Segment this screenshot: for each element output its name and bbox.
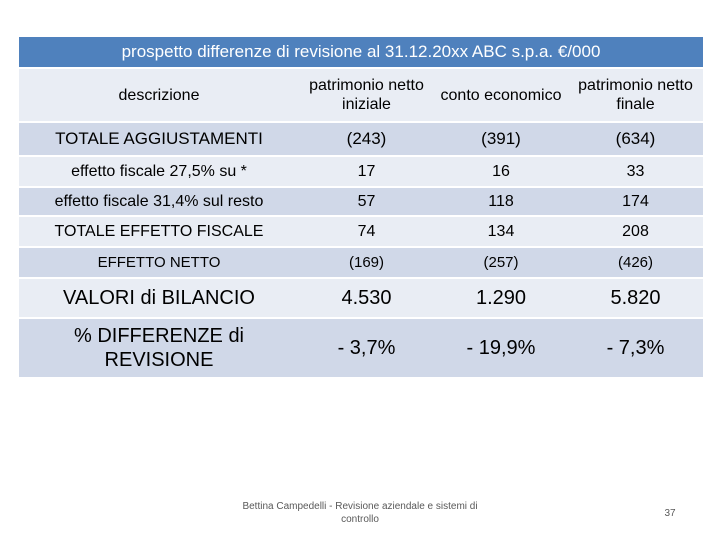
page-number: 37 — [664, 508, 676, 519]
header-col-c: patrimonio netto finale — [568, 67, 704, 122]
header-row: descrizione patrimonio netto iniziale co… — [19, 67, 704, 122]
row-label: VALORI di BILANCIO — [19, 277, 299, 318]
cell-b: - 19,9% — [434, 317, 568, 377]
cell-b: (257) — [434, 246, 568, 278]
cell-c: (426) — [568, 246, 704, 278]
row-label: effetto fiscale 31,4% sul resto — [19, 186, 299, 216]
cell-a: 4.530 — [299, 277, 434, 318]
table-row: EFFETTO NETTO (169) (257) (426) — [19, 246, 704, 278]
table-title-row: prospetto differenze di revisione al 31.… — [19, 37, 704, 68]
cell-b: 134 — [434, 215, 568, 247]
table-row: effetto fiscale 27,5% su * 17 16 33 — [19, 155, 704, 187]
cell-c: 33 — [568, 155, 704, 187]
cell-c: 174 — [568, 186, 704, 216]
cell-a: (243) — [299, 121, 434, 156]
header-col-b: conto economico — [434, 67, 568, 122]
cell-c: 5.820 — [568, 277, 704, 318]
header-col-a: patrimonio netto iniziale — [299, 67, 434, 122]
header-label: descrizione — [19, 67, 299, 122]
table-title: prospetto differenze di revisione al 31.… — [121, 42, 601, 61]
cell-b: 16 — [434, 155, 568, 187]
row-label: effetto fiscale 27,5% su * — [19, 155, 299, 187]
row-label: TOTALE AGGIUSTAMENTI — [19, 121, 299, 156]
footer-text: Bettina Campedelli - Revisione aziendale… — [242, 501, 478, 525]
table-row: TOTALE EFFETTO FISCALE 74 134 208 — [19, 215, 704, 247]
revision-table: prospetto differenze di revisione al 31.… — [19, 37, 704, 377]
cell-c: - 7,3% — [568, 317, 704, 377]
cell-a: 57 — [299, 186, 434, 216]
row-label: EFFETTO NETTO — [19, 246, 299, 278]
table-row: effetto fiscale 31,4% sul resto 57 118 1… — [19, 186, 704, 216]
cell-b: 118 — [434, 186, 568, 216]
row-label: TOTALE EFFETTO FISCALE — [19, 215, 299, 247]
cell-c: (634) — [568, 121, 704, 156]
cell-c: 208 — [568, 215, 704, 247]
cell-b: 1.290 — [434, 277, 568, 318]
cell-b: (391) — [434, 121, 568, 156]
table-row: TOTALE AGGIUSTAMENTI (243) (391) (634) — [19, 121, 704, 156]
row-label: % DIFFERENZE di REVISIONE — [19, 317, 299, 377]
table-row: VALORI di BILANCIO 4.530 1.290 5.820 — [19, 277, 704, 318]
cell-a: - 3,7% — [299, 317, 434, 377]
cell-a: 17 — [299, 155, 434, 187]
cell-a: 74 — [299, 215, 434, 247]
cell-a: (169) — [299, 246, 434, 278]
table-row: % DIFFERENZE di REVISIONE - 3,7% - 19,9%… — [19, 317, 704, 377]
